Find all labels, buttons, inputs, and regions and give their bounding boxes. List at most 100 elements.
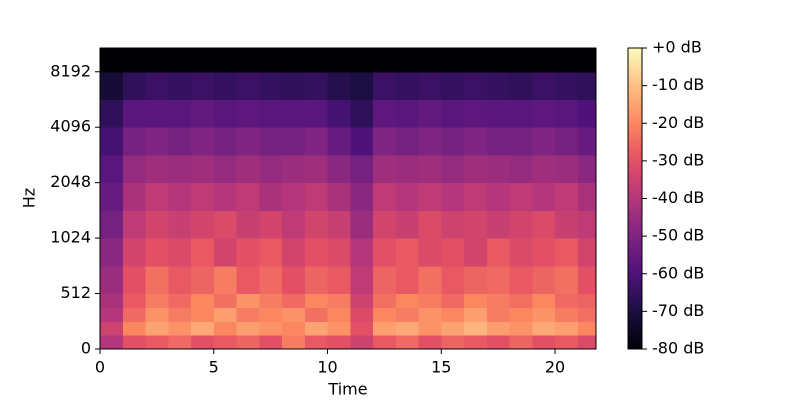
spectrogram-cell (191, 182, 215, 211)
x-tick-label: 20 (545, 358, 565, 377)
spectrogram-cell (464, 127, 488, 156)
spectrogram-cell (486, 71, 511, 100)
spectrogram-cell (236, 182, 260, 211)
spectrogram-cell (168, 71, 192, 100)
spectrogram-cell (191, 71, 215, 100)
x-tick-label: 15 (431, 358, 451, 377)
spectrogram-cell (418, 307, 442, 322)
colorbar-tick-label: -70 dB (652, 301, 704, 320)
spectrogram-cell (304, 307, 329, 322)
spectrogram-cell (395, 127, 420, 156)
spectrogram-cell (236, 307, 260, 322)
spectrogram-cell (236, 321, 260, 336)
spectrogram-cell (304, 48, 329, 73)
spectrogram-cell (532, 48, 556, 73)
spectrogram-cell (122, 238, 147, 267)
spectrogram-cell (259, 99, 283, 128)
y-tick-label: 4096 (50, 117, 91, 136)
spectrogram-cell (236, 48, 260, 73)
spectrogram-cell (168, 182, 192, 211)
spectrogram-cell (577, 307, 597, 322)
spectrogram-cell (100, 182, 124, 211)
spectrogram-cell (122, 293, 147, 308)
colorbar-tick-label: -30 dB (652, 150, 704, 169)
spectrogram-cell (486, 265, 511, 295)
spectrogram-cell (464, 154, 488, 184)
spectrogram-cell (122, 210, 147, 239)
y-tick-label: 2048 (50, 172, 91, 191)
spectrogram-cell (532, 307, 556, 322)
spectrogram-cell (100, 210, 124, 239)
spectrogram-cell (509, 154, 533, 184)
spectrogram-cell (213, 48, 238, 73)
spectrogram-cell (532, 182, 556, 211)
spectrogram-cell (486, 321, 511, 336)
spectrogram-cell (373, 293, 397, 308)
spectrogram-cell (577, 127, 597, 156)
spectrogram-cell (555, 210, 579, 239)
spectrogram-cell (304, 293, 329, 308)
spectrogram-cell (441, 48, 465, 73)
spectrogram-cell (213, 210, 238, 239)
spectrogram-cell (418, 48, 442, 73)
spectrogram-cell (395, 182, 420, 211)
spectrogram-cell (373, 182, 397, 211)
spectrogram-cell (327, 71, 351, 100)
spectrogram-cell (236, 335, 260, 350)
spectrogram-cell (350, 335, 374, 350)
spectrogram-cell (100, 321, 124, 336)
spectrogram-cell (145, 210, 169, 239)
spectrogram-cell (282, 307, 306, 322)
spectrogram-cell (418, 293, 442, 308)
spectrogram-cell (373, 48, 397, 73)
spectrogram-cell (145, 293, 169, 308)
spectrogram-cell (464, 71, 488, 100)
spectrogram-cell (168, 48, 192, 73)
spectrogram-cell (464, 99, 488, 128)
spectrogram-cell (282, 99, 306, 128)
spectrogram-cell (577, 182, 597, 211)
spectrogram-cell (236, 210, 260, 239)
spectrogram-cell (100, 71, 124, 100)
spectrogram-cell (418, 210, 442, 239)
spectrogram-cell (509, 293, 533, 308)
spectrogram-cell (168, 238, 192, 267)
spectrogram-cell (418, 182, 442, 211)
colorbar (627, 47, 643, 350)
spectrogram-cell (236, 154, 260, 184)
spectrogram-cell (122, 335, 147, 350)
spectrogram-cell (373, 154, 397, 184)
spectrogram-cell (191, 99, 215, 128)
spectrogram-cell (168, 293, 192, 308)
spectrogram-cell (191, 307, 215, 322)
spectrogram-cell (395, 48, 420, 73)
spectrogram-cell (441, 238, 465, 267)
spectrogram-cell (282, 265, 306, 295)
spectrogram-cell (213, 127, 238, 156)
spectrogram-cell (441, 335, 465, 350)
spectrogram-cell (418, 154, 442, 184)
spectrogram-cell (236, 127, 260, 156)
spectrogram-cell (213, 238, 238, 267)
spectrogram-cell (259, 238, 283, 267)
spectrogram-cell (213, 321, 238, 336)
spectrogram-cell (282, 293, 306, 308)
spectrogram-cell (145, 48, 169, 73)
x-tick-label: 5 (209, 358, 219, 377)
y-tick-label: 8192 (50, 61, 91, 80)
spectrogram-cell (213, 265, 238, 295)
x-tick-label: 10 (317, 358, 337, 377)
spectrogram-cell (555, 321, 579, 336)
spectrogram-cell (327, 307, 351, 322)
spectrogram-cell (464, 48, 488, 73)
spectrogram-cell (327, 210, 351, 239)
spectrogram-cell (395, 293, 420, 308)
spectrogram-cell (509, 71, 533, 100)
spectrogram-cell (100, 335, 124, 350)
spectrogram-cell (509, 307, 533, 322)
spectrogram-cell (282, 321, 306, 336)
spectrogram-cell (168, 307, 192, 322)
spectrogram-cell (145, 71, 169, 100)
spectrogram-cell (304, 71, 329, 100)
